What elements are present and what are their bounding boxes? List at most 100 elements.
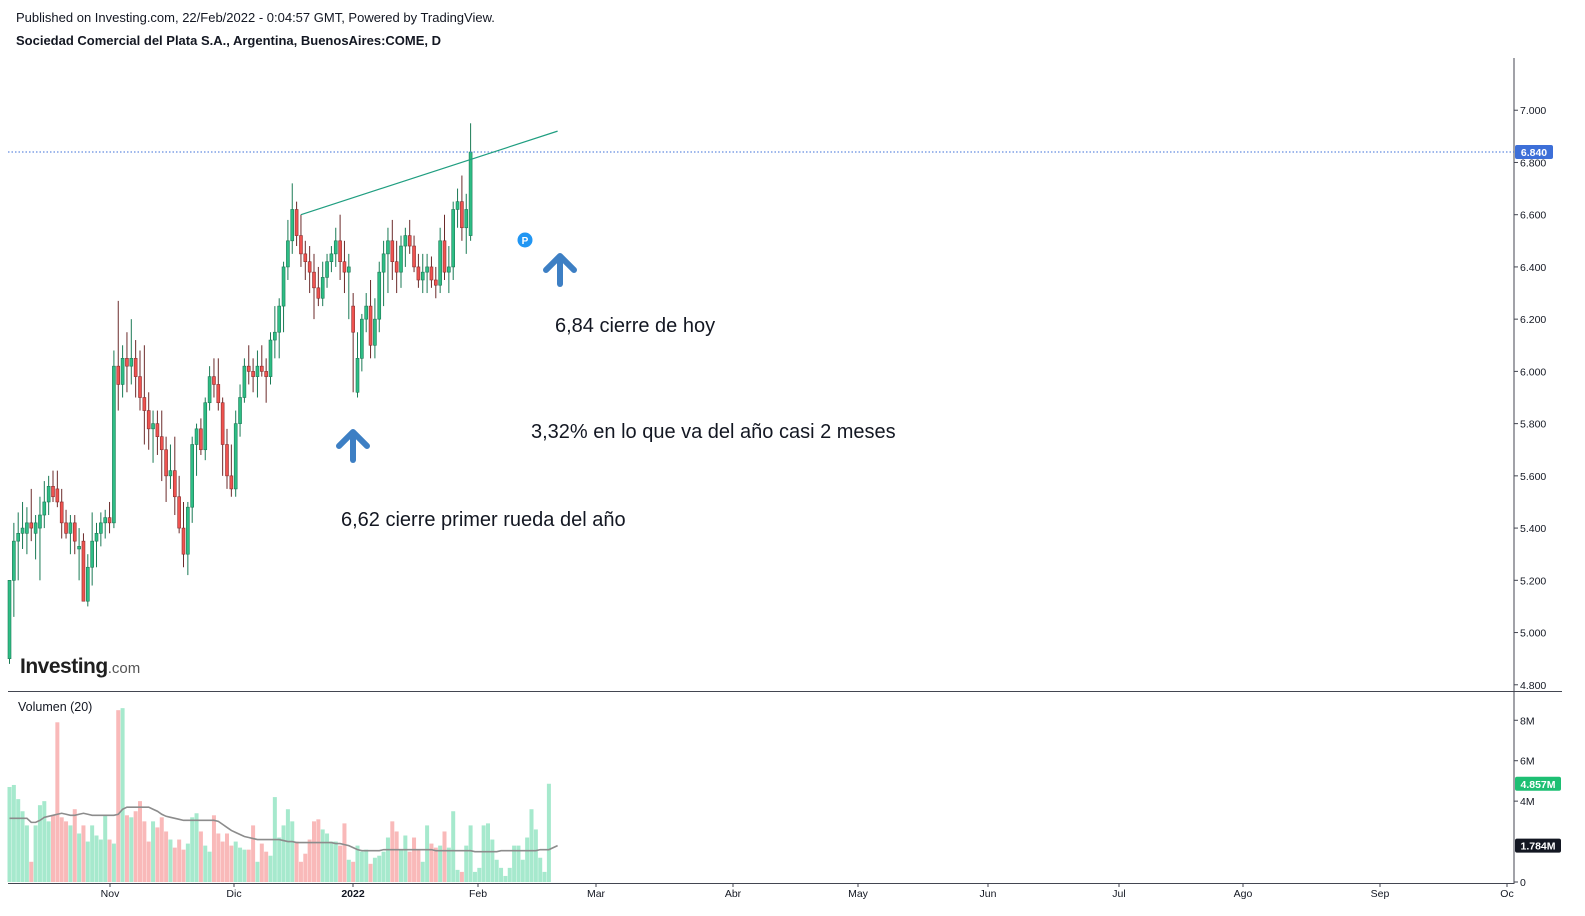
candle (316, 266, 321, 307)
candle (207, 366, 212, 411)
volume-ma-tag-label: 1.784M (1520, 841, 1555, 853)
candle-body (416, 266, 421, 281)
volume-bar (46, 821, 51, 882)
volume-bar (264, 851, 269, 882)
candle (229, 444, 234, 497)
candle-body (7, 580, 12, 659)
volume-bar (42, 801, 47, 882)
volume-bar (494, 859, 499, 882)
candle-body (68, 522, 73, 534)
candle-body (173, 470, 177, 498)
candle (394, 240, 399, 294)
volume-bar (455, 869, 460, 882)
volume-bar (151, 821, 156, 882)
candle-body (186, 506, 190, 555)
volume-bar (233, 841, 238, 882)
candle (220, 397, 225, 476)
marker-p-icon: P (517, 232, 533, 248)
candle (368, 279, 373, 359)
candle-body (16, 533, 21, 542)
time-tick-label: Abr (725, 888, 742, 900)
volume-bar (377, 855, 382, 882)
candle (412, 235, 416, 273)
volume-bar (20, 811, 25, 882)
volume-bar (316, 819, 321, 882)
volume-bar (412, 837, 417, 882)
price-tick-label: 6.200 (1520, 314, 1546, 326)
candle (68, 515, 73, 555)
volume-bar (251, 825, 256, 882)
candle-body (460, 201, 464, 229)
candle (199, 418, 203, 455)
volume-bar (181, 849, 186, 882)
candle-body (55, 488, 60, 503)
volume-tick-label: 0 (1520, 877, 1526, 889)
candle-body (146, 410, 151, 430)
volume-bar (37, 805, 42, 882)
volume-bar (477, 867, 482, 882)
volume-bar (468, 825, 473, 882)
volume-bar (81, 825, 86, 882)
last-volume-tag (1515, 776, 1561, 791)
candle-body (320, 277, 325, 299)
volume-bar (229, 845, 234, 882)
candle-body (433, 279, 438, 286)
volume-bar (520, 859, 525, 882)
candle (286, 219, 290, 280)
candle-body (281, 266, 286, 307)
volume-bar (481, 825, 486, 882)
candle-body (468, 151, 473, 236)
volume-bar (168, 839, 173, 882)
time-tick-label: Jun (980, 888, 997, 900)
candle (281, 261, 286, 333)
volume-bar (159, 817, 164, 882)
candle (99, 512, 103, 547)
candle (59, 488, 64, 539)
candle-body (312, 271, 316, 289)
candle (12, 522, 16, 617)
candle (64, 509, 68, 539)
volume-bar (16, 799, 21, 882)
candle-body (99, 522, 103, 534)
volume-bar (285, 809, 290, 882)
volume-bar (307, 839, 312, 882)
price-tick-label: 4.800 (1520, 680, 1546, 692)
candle-body (207, 376, 212, 404)
volume-bar (277, 837, 282, 882)
candle-body (233, 423, 238, 490)
candle (251, 358, 255, 393)
candle (203, 397, 208, 461)
candle (355, 332, 360, 398)
instrument-title: Sociedad Comercial del Plata S.A., Argen… (16, 33, 442, 48)
volume-tick-label: 6M (1520, 756, 1535, 768)
volume-bar (329, 841, 334, 882)
time-tick-label: Dic (226, 888, 241, 900)
candle (360, 313, 364, 372)
candle-body (212, 376, 216, 385)
candle (146, 392, 151, 450)
candle (407, 219, 412, 254)
volume-bar (403, 835, 408, 882)
volume-bar (198, 831, 203, 882)
overlay-layer: 6.840 4.857M 1.784M P (8, 130, 1561, 853)
volume-bar (155, 827, 160, 882)
candle (342, 240, 347, 294)
candle (320, 261, 325, 307)
volume-bar (77, 833, 82, 882)
candle-body (133, 358, 138, 377)
candle-body (351, 305, 355, 333)
price-tick-label: 6.800 (1520, 157, 1546, 169)
volume-bar (225, 833, 229, 882)
volume-tick-label: 8M (1520, 715, 1535, 727)
arrow-up-icon (543, 253, 577, 287)
volume-bar (333, 841, 338, 882)
candle-body (220, 402, 225, 445)
volume-bar (129, 817, 134, 882)
candle-body (51, 485, 55, 498)
arrow-up-icon (336, 429, 370, 463)
candle (468, 123, 473, 241)
volume-bar (325, 833, 330, 882)
candle-body (155, 423, 160, 437)
candle (25, 507, 29, 555)
